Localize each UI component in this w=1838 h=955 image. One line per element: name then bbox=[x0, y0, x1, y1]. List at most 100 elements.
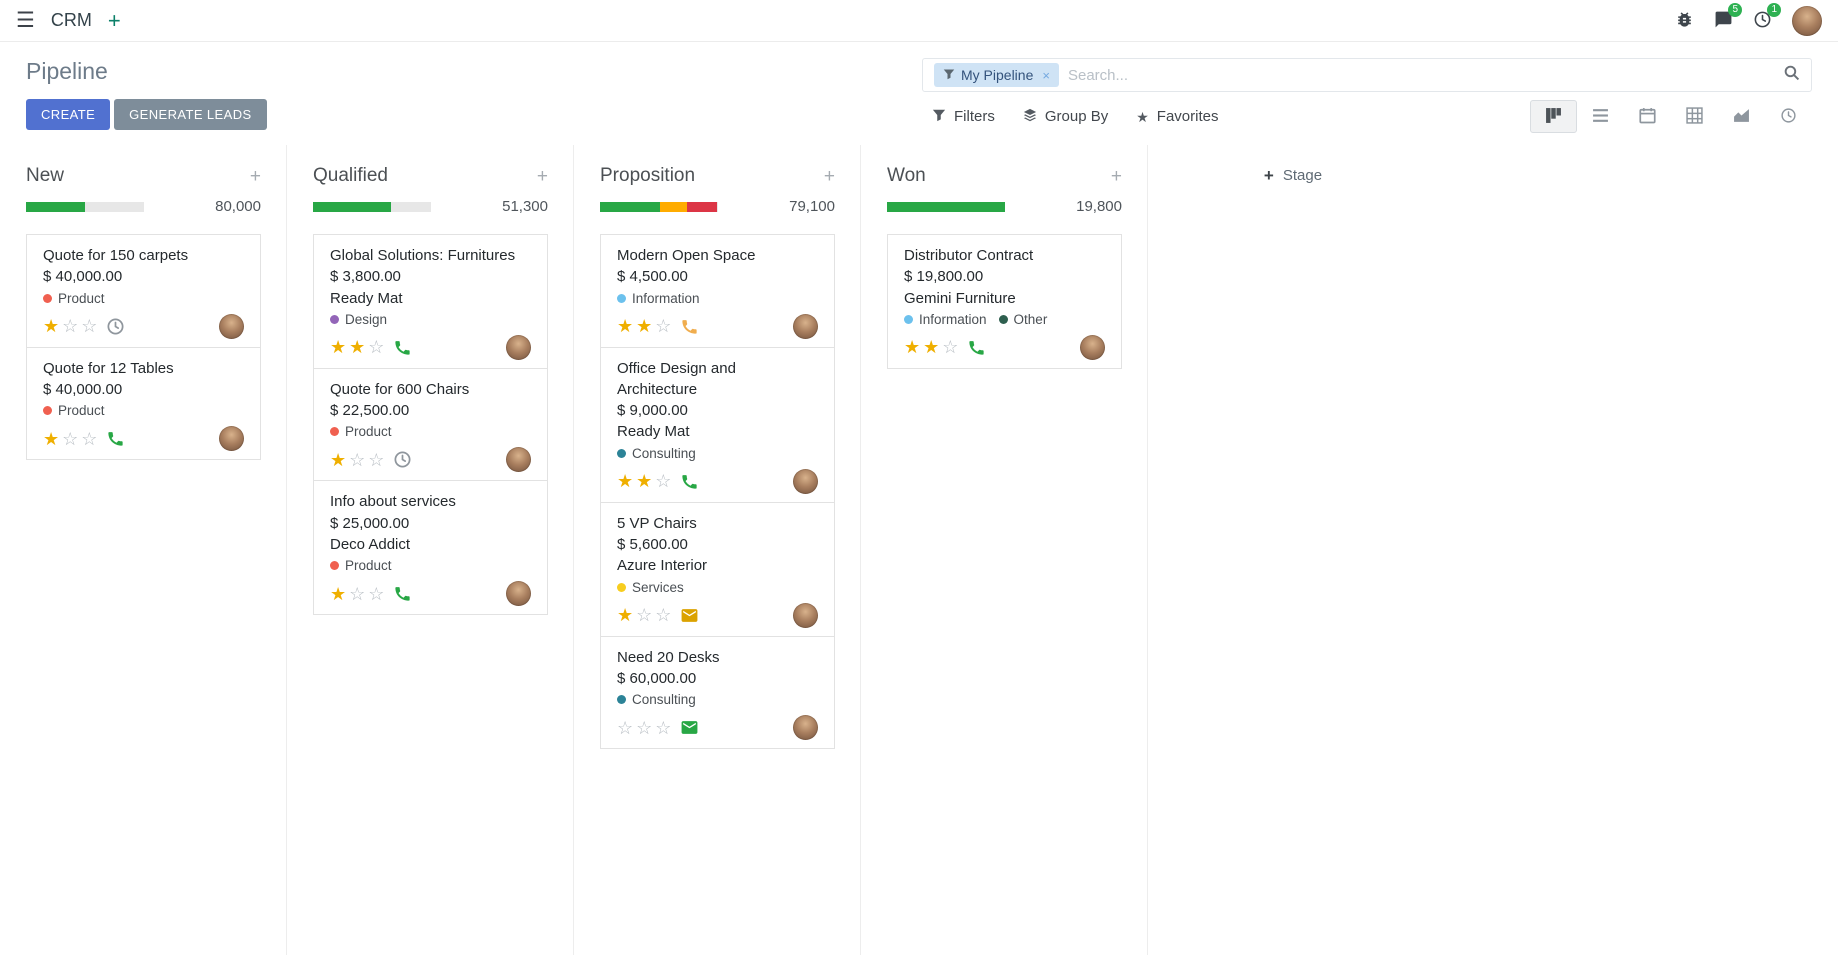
quick-add-card-button[interactable]: + bbox=[536, 165, 548, 187]
column-title[interactable]: Qualified bbox=[313, 165, 388, 186]
priority-star[interactable]: ★ bbox=[904, 337, 921, 358]
priority-star[interactable]: ★ bbox=[43, 316, 60, 337]
priority-star[interactable]: ★ bbox=[617, 316, 634, 337]
activity-phone-icon[interactable] bbox=[106, 429, 125, 448]
column-progressbar[interactable] bbox=[26, 201, 144, 212]
create-button[interactable]: CREATE bbox=[26, 99, 111, 130]
salesperson-avatar[interactable] bbox=[506, 581, 531, 607]
priority-star[interactable]: ★ bbox=[636, 471, 653, 492]
activities-button[interactable]: 1 bbox=[1753, 2, 1781, 32]
salesperson-avatar[interactable] bbox=[219, 313, 244, 339]
activity-phone-icon[interactable] bbox=[680, 472, 699, 491]
priority-star[interactable]: ☆ bbox=[349, 449, 366, 470]
priority-star[interactable]: ☆ bbox=[62, 428, 79, 449]
priority-star[interactable]: ☆ bbox=[368, 337, 385, 358]
salesperson-avatar[interactable] bbox=[793, 715, 818, 741]
messages-button[interactable]: 5 bbox=[1714, 2, 1742, 32]
kanban-card[interactable]: Info about services $ 25,000.00 Deco Add… bbox=[313, 480, 548, 616]
priority-star[interactable]: ★ bbox=[617, 605, 634, 626]
kanban-card[interactable]: Quote for 12 Tables $ 40,000.00 Product … bbox=[26, 346, 261, 461]
user-avatar[interactable] bbox=[1792, 5, 1822, 36]
apps-menu-button[interactable]: ☰ bbox=[16, 10, 35, 31]
activity-clock-icon[interactable] bbox=[106, 317, 125, 336]
column-progressbar[interactable] bbox=[313, 201, 431, 212]
activity-phone-icon[interactable] bbox=[680, 317, 699, 336]
kanban-card[interactable]: Global Solutions: Furnitures $ 3,800.00 … bbox=[313, 234, 548, 369]
salesperson-avatar[interactable] bbox=[1080, 334, 1105, 360]
priority-star[interactable]: ☆ bbox=[655, 717, 672, 738]
kanban-card[interactable]: Need 20 Desks $ 60,000.00 Consulting ☆ ☆ ☆ bbox=[600, 635, 835, 750]
priority-star[interactable]: ☆ bbox=[655, 471, 672, 492]
add-menu-button[interactable]: + bbox=[108, 9, 121, 32]
graph-view-button[interactable] bbox=[1718, 100, 1765, 133]
priority-star[interactable]: ☆ bbox=[942, 337, 959, 358]
quick-add-card-button[interactable]: + bbox=[1110, 165, 1122, 187]
activity-envelope-icon[interactable] bbox=[680, 718, 699, 737]
priority-star[interactable]: ★ bbox=[330, 583, 347, 604]
priority-star[interactable]: ★ bbox=[349, 337, 366, 358]
quick-add-card-button[interactable]: + bbox=[823, 165, 835, 187]
column-title[interactable]: Proposition bbox=[600, 165, 696, 186]
priority-star[interactable]: ☆ bbox=[81, 316, 98, 337]
search-facet[interactable]: My Pipeline × bbox=[934, 63, 1059, 87]
priority-star[interactable]: ☆ bbox=[81, 428, 98, 449]
priority-star[interactable]: ☆ bbox=[655, 316, 672, 337]
salesperson-avatar[interactable] bbox=[793, 602, 818, 628]
search-bar[interactable]: My Pipeline × bbox=[922, 58, 1812, 92]
list-view-button[interactable] bbox=[1577, 100, 1624, 133]
salesperson-avatar[interactable] bbox=[506, 447, 531, 473]
kanban-card[interactable]: Modern Open Space $ 4,500.00 Information… bbox=[600, 234, 835, 348]
progressbar-segment-danger[interactable] bbox=[686, 201, 718, 212]
priority-star[interactable]: ★ bbox=[330, 449, 347, 470]
salesperson-avatar[interactable] bbox=[793, 468, 818, 494]
search-icon[interactable] bbox=[1783, 64, 1800, 86]
column-title[interactable]: Won bbox=[887, 165, 926, 186]
progressbar-segment-warning[interactable] bbox=[659, 201, 687, 212]
kanban-card[interactable]: Distributor Contract $ 19,800.00 Gemini … bbox=[887, 234, 1122, 369]
activity-envelope-icon[interactable] bbox=[680, 606, 699, 625]
activity-phone-icon[interactable] bbox=[393, 338, 412, 357]
priority-star[interactable]: ☆ bbox=[62, 316, 79, 337]
group-by-menu[interactable]: Group By bbox=[1023, 108, 1108, 126]
priority-star[interactable]: ☆ bbox=[368, 449, 385, 470]
priority-star[interactable]: ★ bbox=[617, 471, 634, 492]
remove-facet-icon[interactable]: × bbox=[1042, 68, 1050, 83]
quick-add-card-button[interactable]: + bbox=[249, 165, 261, 187]
priority-star[interactable]: ☆ bbox=[349, 583, 366, 604]
kanban-view-button[interactable] bbox=[1530, 100, 1577, 133]
progressbar-segment-success[interactable] bbox=[887, 201, 1005, 212]
kanban-card[interactable]: Office Design and Architecture $ 9,000.0… bbox=[600, 346, 835, 503]
priority-star[interactable]: ☆ bbox=[636, 605, 653, 626]
progressbar-segment-success[interactable] bbox=[313, 201, 391, 212]
progressbar-segment-success[interactable] bbox=[600, 201, 660, 212]
debug-bug-button[interactable] bbox=[1675, 10, 1694, 32]
kanban-card[interactable]: Quote for 600 Chairs $ 22,500.00 Product… bbox=[313, 367, 548, 482]
activity-phone-icon[interactable] bbox=[393, 584, 412, 603]
column-progressbar[interactable] bbox=[600, 201, 718, 212]
salesperson-avatar[interactable] bbox=[219, 426, 244, 452]
priority-star[interactable]: ☆ bbox=[368, 583, 385, 604]
activity-clock-icon[interactable] bbox=[393, 450, 412, 469]
salesperson-avatar[interactable] bbox=[793, 313, 818, 339]
salesperson-avatar[interactable] bbox=[506, 334, 531, 360]
kanban-card[interactable]: 5 VP Chairs $ 5,600.00 Azure Interior Se… bbox=[600, 501, 835, 637]
priority-star[interactable]: ☆ bbox=[655, 605, 672, 626]
filters-menu[interactable]: Filters bbox=[932, 108, 995, 126]
column-progressbar[interactable] bbox=[887, 201, 1005, 212]
pivot-view-button[interactable] bbox=[1671, 100, 1718, 133]
search-input[interactable] bbox=[1067, 66, 1774, 84]
priority-star[interactable]: ★ bbox=[636, 316, 653, 337]
generate-leads-button[interactable]: GENERATE LEADS bbox=[114, 99, 267, 130]
priority-star[interactable]: ★ bbox=[923, 337, 940, 358]
column-title[interactable]: New bbox=[26, 165, 65, 186]
activity-phone-icon[interactable] bbox=[967, 338, 986, 357]
progressbar-segment-success[interactable] bbox=[26, 201, 85, 212]
calendar-view-button[interactable] bbox=[1624, 100, 1671, 133]
activity-view-button[interactable] bbox=[1765, 100, 1812, 133]
priority-star[interactable]: ★ bbox=[43, 428, 60, 449]
kanban-card[interactable]: Quote for 150 carpets $ 40,000.00 Produc… bbox=[26, 234, 261, 348]
add-stage-button[interactable]: + Stage bbox=[1264, 167, 1322, 184]
priority-star[interactable]: ☆ bbox=[617, 717, 634, 738]
priority-star[interactable]: ☆ bbox=[636, 717, 653, 738]
favorites-menu[interactable]: ★ Favorites bbox=[1136, 108, 1218, 126]
